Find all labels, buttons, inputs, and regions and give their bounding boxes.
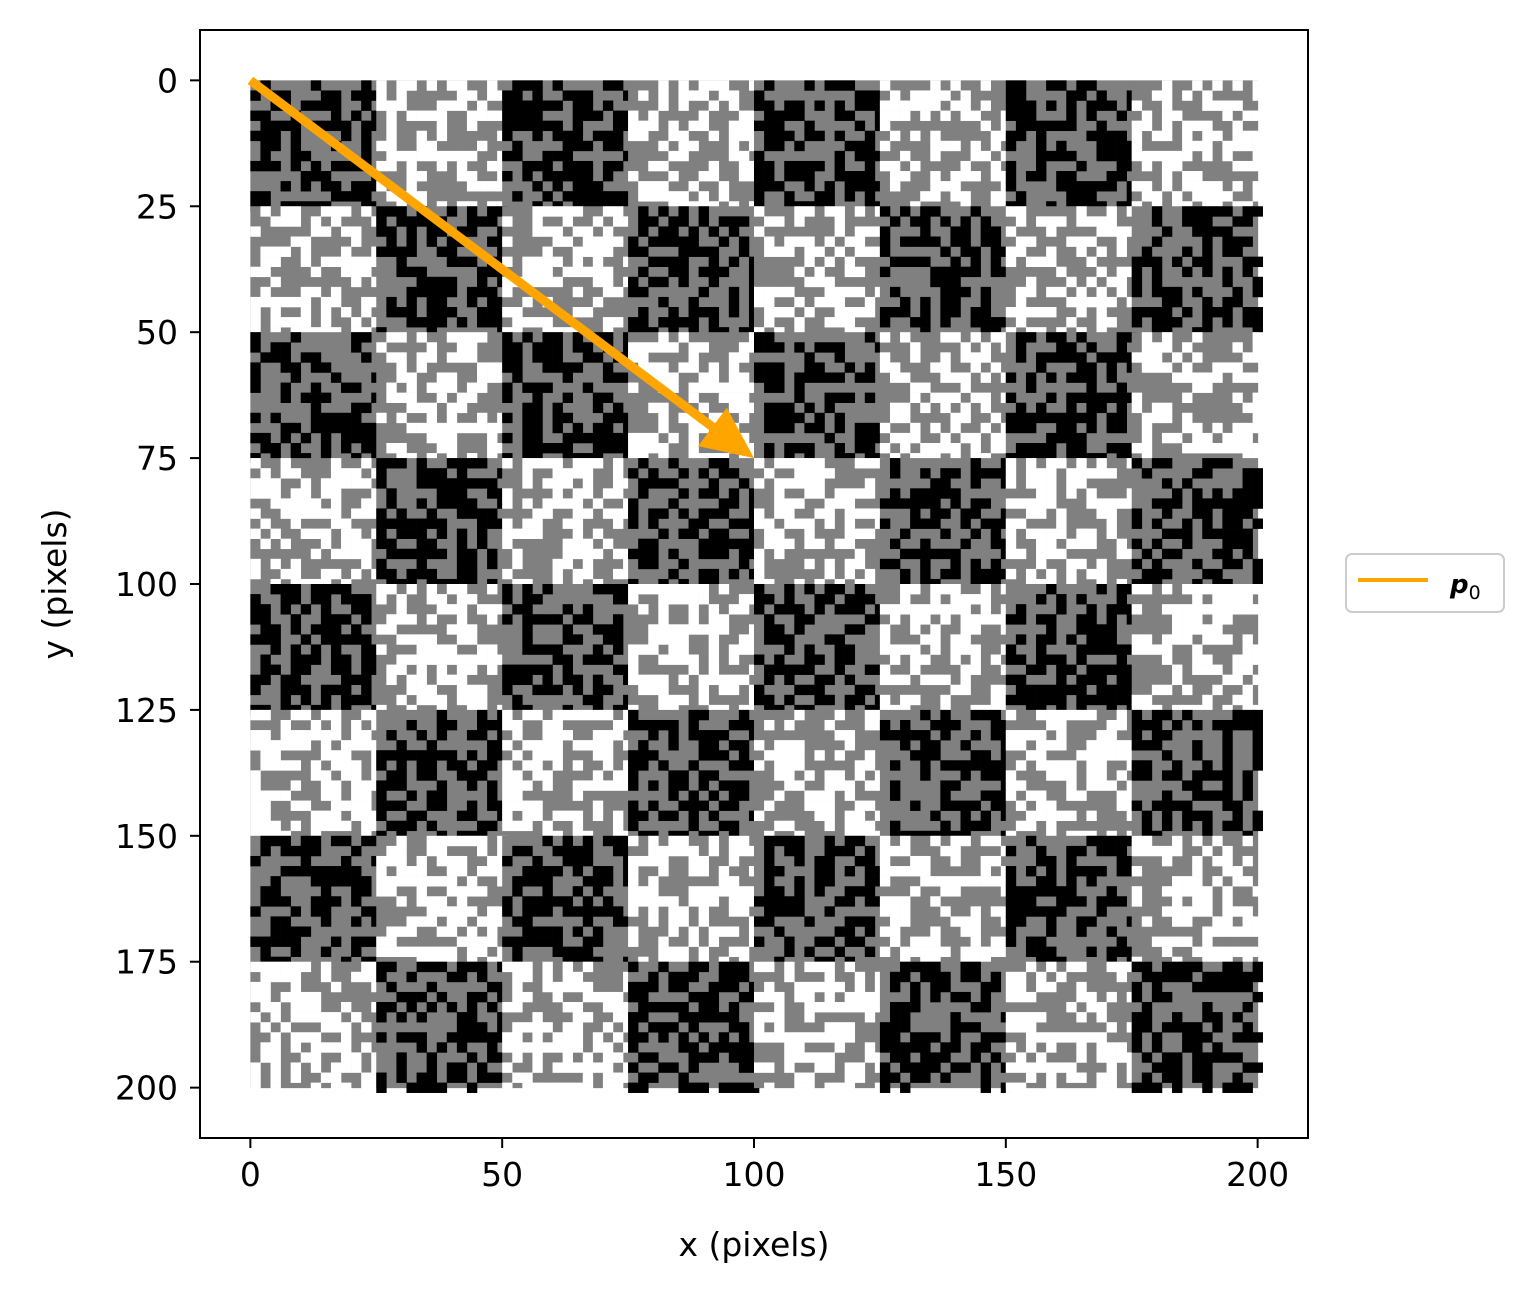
y-tick-label: 50 [136,313,178,352]
checker-cell [879,206,1012,338]
y-tick-label: 200 [115,1069,178,1108]
checker-cell [879,332,1012,464]
checker-cell [1131,709,1263,842]
checker-cell [250,332,382,464]
checker-cell [250,835,382,968]
legend-label-p0: p0 [1449,570,1481,604]
checker-cell [250,961,382,1093]
y-tick-label: 75 [136,439,178,478]
checker-cell [376,584,508,716]
checker-cell [628,961,760,1093]
y-tick-label: 125 [115,691,178,730]
checker-cell [376,961,508,1093]
checker-cell [754,206,886,338]
checker-cell [879,80,1012,212]
checker-cell [879,584,1012,716]
checker-cell [376,835,508,968]
x-axis-label: x (pixels) [678,1225,829,1264]
checker-cell [628,709,760,842]
checker-cell [1005,961,1138,1093]
checker-cell [502,835,634,968]
x-tick-label: 0 [240,1155,261,1194]
checker-cell [628,206,760,338]
checker-cell [502,80,634,212]
checker-cell [250,709,382,842]
checker-cell [1005,709,1138,842]
checker-cell [376,332,508,464]
checker-cell [628,835,760,968]
checker-cell [754,835,886,968]
checker-cell [754,332,886,464]
checker-cell [250,458,382,590]
checker-cell [1131,961,1263,1093]
checker-cell [502,458,634,590]
checker-cell [879,709,1012,842]
arrow-layer [247,76,754,459]
checkerboard-image [250,80,1263,1093]
checker-cell [628,458,760,590]
checker-cell [879,835,1012,968]
checker-cell [1131,206,1263,338]
checker-cell [502,709,634,842]
checker-cell [1131,458,1263,590]
checker-cell [754,709,886,842]
checker-cell [376,458,508,590]
y-tick-label: 25 [136,187,178,226]
checker-cell [1131,584,1263,716]
checker-cell [1005,332,1138,464]
checker-cell [628,584,760,716]
checker-cell [502,961,634,1093]
checker-cell [1005,458,1138,590]
x-axis-ticks: 0 50 100 150 200 [240,1138,1289,1194]
checker-cell [1131,835,1263,968]
checker-cell [376,709,508,842]
x-tick-label: 100 [723,1155,786,1194]
checker-cell [754,80,886,212]
checker-cell [502,584,634,716]
y-tick-label: 0 [157,61,178,100]
checker-cell [879,961,1012,1093]
checker-cell [754,961,886,1093]
checker-cell [1005,80,1138,212]
y-axis-label: y (pixels) [35,508,74,659]
legend: p0 [1345,553,1505,613]
arrow-p0 [247,76,754,459]
x-tick-label: 50 [481,1155,523,1194]
checker-cell [1005,584,1138,716]
y-axis-ticks: 0 25 50 75 100 125 150 175 200 [115,61,200,1108]
y-tick-label: 100 [115,565,178,604]
checker-cell [250,206,382,338]
x-tick-label: 150 [974,1155,1037,1194]
checker-cell [754,584,886,716]
legend-box [1345,553,1505,613]
checker-cell [1131,80,1263,212]
checker-cell [628,80,760,212]
checker-cell [879,458,1012,590]
checker-cell [250,584,382,716]
checker-cell [1005,206,1138,338]
y-tick-label: 175 [115,943,178,982]
checker-cell [1131,332,1263,464]
checker-cell [1005,835,1138,968]
x-tick-label: 200 [1226,1155,1289,1194]
checker-cell [754,458,886,590]
y-tick-label: 150 [115,817,178,856]
